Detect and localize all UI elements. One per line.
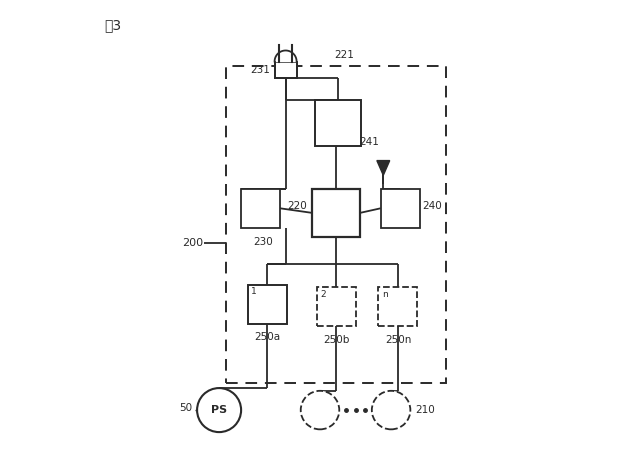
Text: 231: 231 <box>250 64 270 75</box>
Bar <box>248 285 287 324</box>
Bar <box>378 287 417 326</box>
Text: 2: 2 <box>320 290 326 299</box>
Text: 230: 230 <box>253 237 273 247</box>
Text: 200: 200 <box>182 238 203 248</box>
Text: 210: 210 <box>415 405 435 415</box>
Text: 250n: 250n <box>385 335 411 345</box>
Bar <box>226 66 446 382</box>
Bar <box>381 189 420 228</box>
Text: n: n <box>382 290 388 299</box>
Circle shape <box>301 391 339 429</box>
Circle shape <box>197 388 241 432</box>
Text: 241: 241 <box>359 137 379 147</box>
Text: 221: 221 <box>334 50 354 60</box>
Text: 240: 240 <box>422 201 442 211</box>
Bar <box>312 189 360 237</box>
Circle shape <box>372 391 410 429</box>
Polygon shape <box>377 161 390 175</box>
Text: PS: PS <box>211 405 227 415</box>
Bar <box>275 62 296 78</box>
Polygon shape <box>275 50 296 62</box>
Text: 220: 220 <box>287 201 307 211</box>
Text: 図3: 図3 <box>104 18 122 32</box>
Text: 250a: 250a <box>254 333 280 342</box>
Bar <box>241 189 280 228</box>
Text: 1: 1 <box>252 287 257 297</box>
Bar <box>316 100 362 146</box>
Bar <box>317 287 356 326</box>
Text: 50: 50 <box>179 403 193 413</box>
Text: 250b: 250b <box>323 335 349 345</box>
